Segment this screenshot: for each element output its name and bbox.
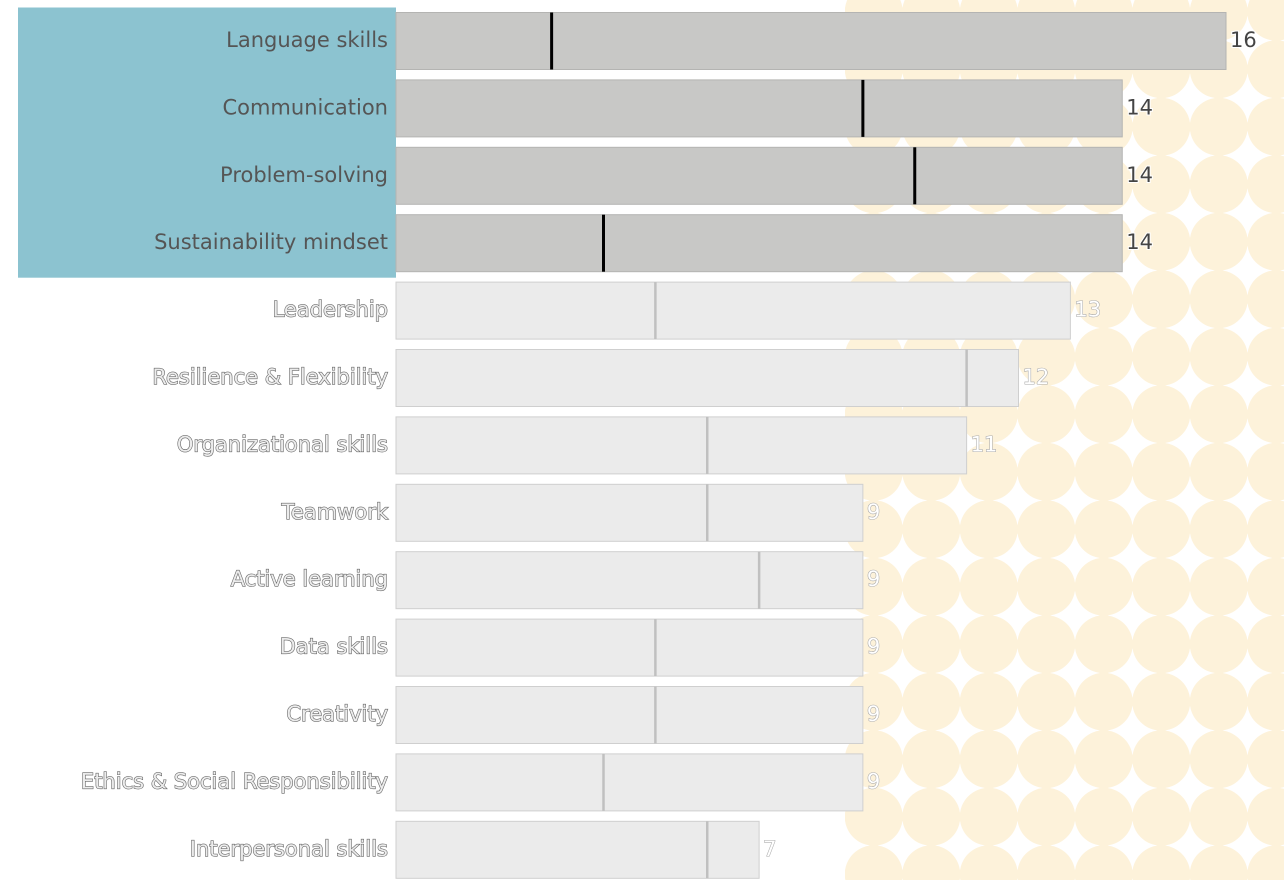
bar	[395, 551, 864, 610]
category-label: Language skills	[226, 28, 388, 52]
bar	[395, 820, 760, 879]
category-label: Sustainability mindset	[154, 230, 388, 254]
category-label: Leadership	[273, 298, 388, 322]
category-label: Data skills	[280, 635, 388, 659]
value-label: 12	[1023, 365, 1050, 389]
category-label: Resilience & Flexibility	[152, 365, 388, 389]
category-label: Active learning	[231, 567, 388, 591]
bar	[395, 281, 1071, 340]
value-label: 9	[867, 769, 880, 793]
value-label: 9	[867, 635, 880, 659]
category-label: Problem-solving	[220, 163, 388, 187]
bar	[395, 79, 1123, 138]
bar	[395, 12, 1227, 70]
selection-box	[18, 7, 396, 278]
category-label: Teamwork	[281, 500, 389, 524]
category-label: Ethics & Social Responsibility	[81, 769, 388, 793]
bar	[395, 349, 1019, 407]
bar	[395, 214, 1123, 273]
value-label: 14	[1126, 95, 1153, 119]
value-label: 16	[1230, 28, 1257, 52]
value-label: 9	[867, 500, 880, 524]
bar	[395, 416, 968, 475]
value-label: 9	[867, 702, 880, 726]
value-label: 7	[763, 837, 776, 861]
category-label: Communication	[222, 95, 388, 119]
bar	[395, 753, 864, 812]
bar	[395, 686, 864, 744]
value-label: 14	[1126, 230, 1153, 254]
bar	[395, 618, 864, 677]
category-label: Interpersonal skills	[190, 837, 388, 861]
value-label: 11	[971, 432, 998, 456]
bar	[395, 483, 864, 542]
category-label: Creativity	[286, 702, 388, 726]
bar	[395, 146, 1123, 205]
category-label: Organizational skills	[177, 432, 388, 456]
value-label: 13	[1074, 298, 1101, 322]
value-label: 9	[867, 567, 880, 591]
value-label: 14	[1126, 163, 1153, 187]
